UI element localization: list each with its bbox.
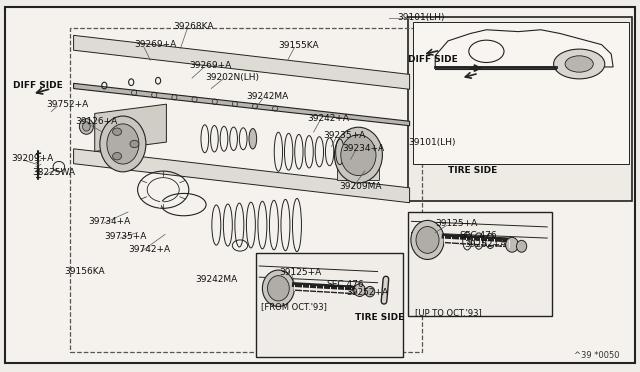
Circle shape xyxy=(565,56,593,72)
Ellipse shape xyxy=(354,284,365,296)
Text: 39735+A: 39735+A xyxy=(104,232,147,241)
Bar xyxy=(256,253,403,357)
Text: 38225WA: 38225WA xyxy=(32,169,75,177)
Polygon shape xyxy=(74,35,410,89)
Text: 39101(LH): 39101(LH) xyxy=(397,13,444,22)
Text: [UP TO OCT.'93]: [UP TO OCT.'93] xyxy=(415,308,481,317)
Bar xyxy=(408,212,552,316)
Ellipse shape xyxy=(516,240,527,252)
Text: 39242+A: 39242+A xyxy=(307,114,349,123)
Polygon shape xyxy=(74,149,410,203)
Polygon shape xyxy=(74,83,410,126)
Ellipse shape xyxy=(83,122,90,131)
Ellipse shape xyxy=(268,276,289,301)
Text: DIFF SIDE: DIFF SIDE xyxy=(13,81,63,90)
Polygon shape xyxy=(95,104,166,151)
Text: 39126+A: 39126+A xyxy=(76,117,118,126)
Text: 39125+A: 39125+A xyxy=(435,219,477,228)
Text: 39742+A: 39742+A xyxy=(128,246,170,254)
Circle shape xyxy=(554,49,605,79)
Text: ^39 *0050: ^39 *0050 xyxy=(574,351,620,360)
Text: 39734+A: 39734+A xyxy=(88,217,131,226)
Text: 39268KA: 39268KA xyxy=(173,22,213,31)
Text: 39235+A: 39235+A xyxy=(323,131,365,140)
Text: 39125+A: 39125+A xyxy=(279,268,321,277)
Text: SEC.476: SEC.476 xyxy=(326,280,364,289)
Bar xyxy=(413,22,629,164)
Ellipse shape xyxy=(411,220,444,260)
Ellipse shape xyxy=(113,153,122,160)
Text: 39269+A: 39269+A xyxy=(189,61,231,70)
Ellipse shape xyxy=(365,286,375,297)
Bar xyxy=(70,28,422,352)
Ellipse shape xyxy=(130,140,139,148)
Text: TIRE SIDE: TIRE SIDE xyxy=(448,166,497,174)
Ellipse shape xyxy=(262,270,294,307)
Text: 39209MA: 39209MA xyxy=(339,182,381,191)
Text: 39252+A: 39252+A xyxy=(465,240,507,249)
Ellipse shape xyxy=(100,116,146,172)
Text: 39202N(LH): 39202N(LH) xyxy=(205,73,259,81)
Bar xyxy=(408,17,632,201)
Text: 39234+A: 39234+A xyxy=(342,144,385,153)
Ellipse shape xyxy=(506,237,518,252)
Text: 39209+A: 39209+A xyxy=(12,154,54,163)
Text: SEC.476: SEC.476 xyxy=(460,231,497,240)
Text: 39269+A: 39269+A xyxy=(134,40,177,49)
Text: 39252+A: 39252+A xyxy=(346,288,388,297)
Text: 39242MA: 39242MA xyxy=(246,92,289,101)
Text: [FROM OCT.'93]: [FROM OCT.'93] xyxy=(261,302,327,311)
Text: 39156KA: 39156KA xyxy=(64,267,104,276)
Text: 39101(LH): 39101(LH) xyxy=(408,138,456,147)
Ellipse shape xyxy=(341,135,376,176)
Text: 39242MA: 39242MA xyxy=(195,275,237,284)
Bar xyxy=(337,153,379,180)
Ellipse shape xyxy=(79,119,93,134)
Text: DIFF SIDE: DIFF SIDE xyxy=(408,55,458,64)
Ellipse shape xyxy=(416,227,439,253)
Text: TIRE SIDE: TIRE SIDE xyxy=(355,313,404,322)
Ellipse shape xyxy=(249,129,257,149)
Ellipse shape xyxy=(335,127,383,183)
Ellipse shape xyxy=(113,128,122,135)
Text: 39155KA: 39155KA xyxy=(278,41,319,50)
Ellipse shape xyxy=(107,124,139,164)
Text: 39752+A: 39752+A xyxy=(47,100,89,109)
